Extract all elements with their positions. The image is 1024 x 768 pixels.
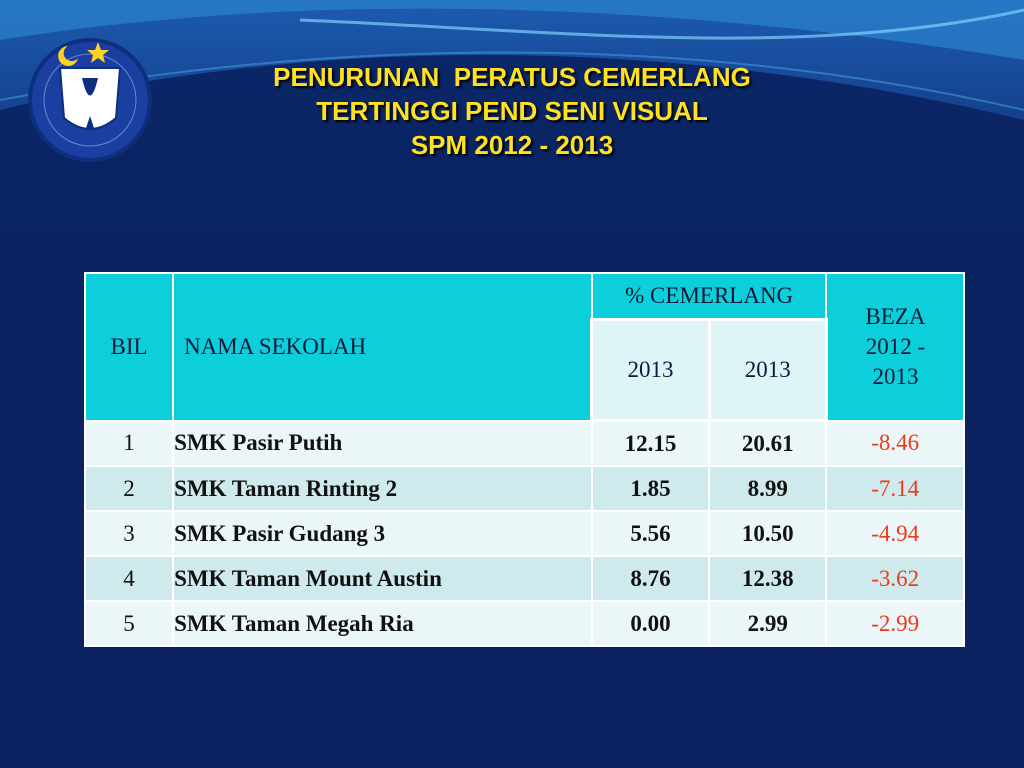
slide-title: PENURUNAN PERATUS CEMERLANG TERTINGGI PE… [0, 60, 1024, 162]
header-beza-range-1: 2012 - [865, 333, 926, 359]
cell-beza: -8.46 [825, 419, 965, 467]
cell-value-1: 12.15 [590, 419, 711, 467]
cell-value-1: 8.76 [590, 555, 711, 602]
title-line-2: TERTINGGI PEND SENI VISUAL [316, 96, 708, 126]
cell-bil: 4 [83, 555, 175, 602]
cell-value-1: 0.00 [590, 600, 711, 647]
table-row: 2 SMK Taman Rinting 2 1.85 8.99 -7.14 [83, 465, 965, 512]
cell-value-2: 10.50 [708, 510, 828, 557]
results-table: BIL NAMA SEKOLAH % CEMERLANG BEZA 2012 -… [83, 272, 965, 647]
cell-bil: 5 [83, 600, 175, 647]
cell-beza: -4.94 [825, 510, 965, 557]
table-row: 1 SMK Pasir Putih 12.15 20.61 -8.46 [83, 419, 965, 467]
cell-value-2: 8.99 [708, 465, 828, 512]
header-nama-sekolah: NAMA SEKOLAH [172, 272, 593, 422]
cell-value-2: 2.99 [708, 600, 828, 647]
table-row: 3 SMK Pasir Gudang 3 5.56 10.50 -4.94 [83, 510, 965, 557]
cell-beza: -7.14 [825, 465, 965, 512]
cell-nama-sekolah: SMK Taman Rinting 2 [172, 465, 593, 512]
cell-bil: 1 [83, 419, 175, 467]
header-year-2: 2013 [707, 318, 828, 422]
table-row: 4 SMK Taman Mount Austin 8.76 12.38 -3.6… [83, 555, 965, 602]
title-line-1: PENURUNAN PERATUS CEMERLANG [273, 62, 751, 92]
header-cemerlang: % CEMERLANG [590, 272, 828, 321]
table-row: 5 SMK Taman Megah Ria 0.00 2.99 -2.99 [83, 600, 965, 647]
cell-nama-sekolah: SMK Taman Mount Austin [172, 555, 593, 602]
cell-value-2: 12.38 [708, 555, 828, 602]
cell-bil: 2 [83, 465, 175, 512]
header-beza: BEZA 2012 - 2013 [825, 272, 965, 422]
cell-value-1: 5.56 [590, 510, 711, 557]
cell-value-1: 1.85 [590, 465, 711, 512]
background-wave [0, 0, 1024, 260]
cell-nama-sekolah: SMK Pasir Putih [172, 419, 593, 467]
cell-bil: 3 [83, 510, 175, 557]
title-line-3: SPM 2012 - 2013 [410, 130, 614, 160]
header-beza-label: BEZA [865, 303, 926, 329]
school-crest-logo [28, 38, 152, 162]
cell-nama-sekolah: SMK Pasir Gudang 3 [172, 510, 593, 557]
header-bil: BIL [83, 272, 175, 422]
cell-beza: -3.62 [825, 555, 965, 602]
cell-beza: -2.99 [825, 600, 965, 647]
cell-value-2: 20.61 [708, 419, 828, 467]
header-beza-range-2: 2013 [872, 363, 919, 389]
cell-nama-sekolah: SMK Taman Megah Ria [172, 600, 593, 647]
header-year-1: 2013 [590, 318, 711, 422]
